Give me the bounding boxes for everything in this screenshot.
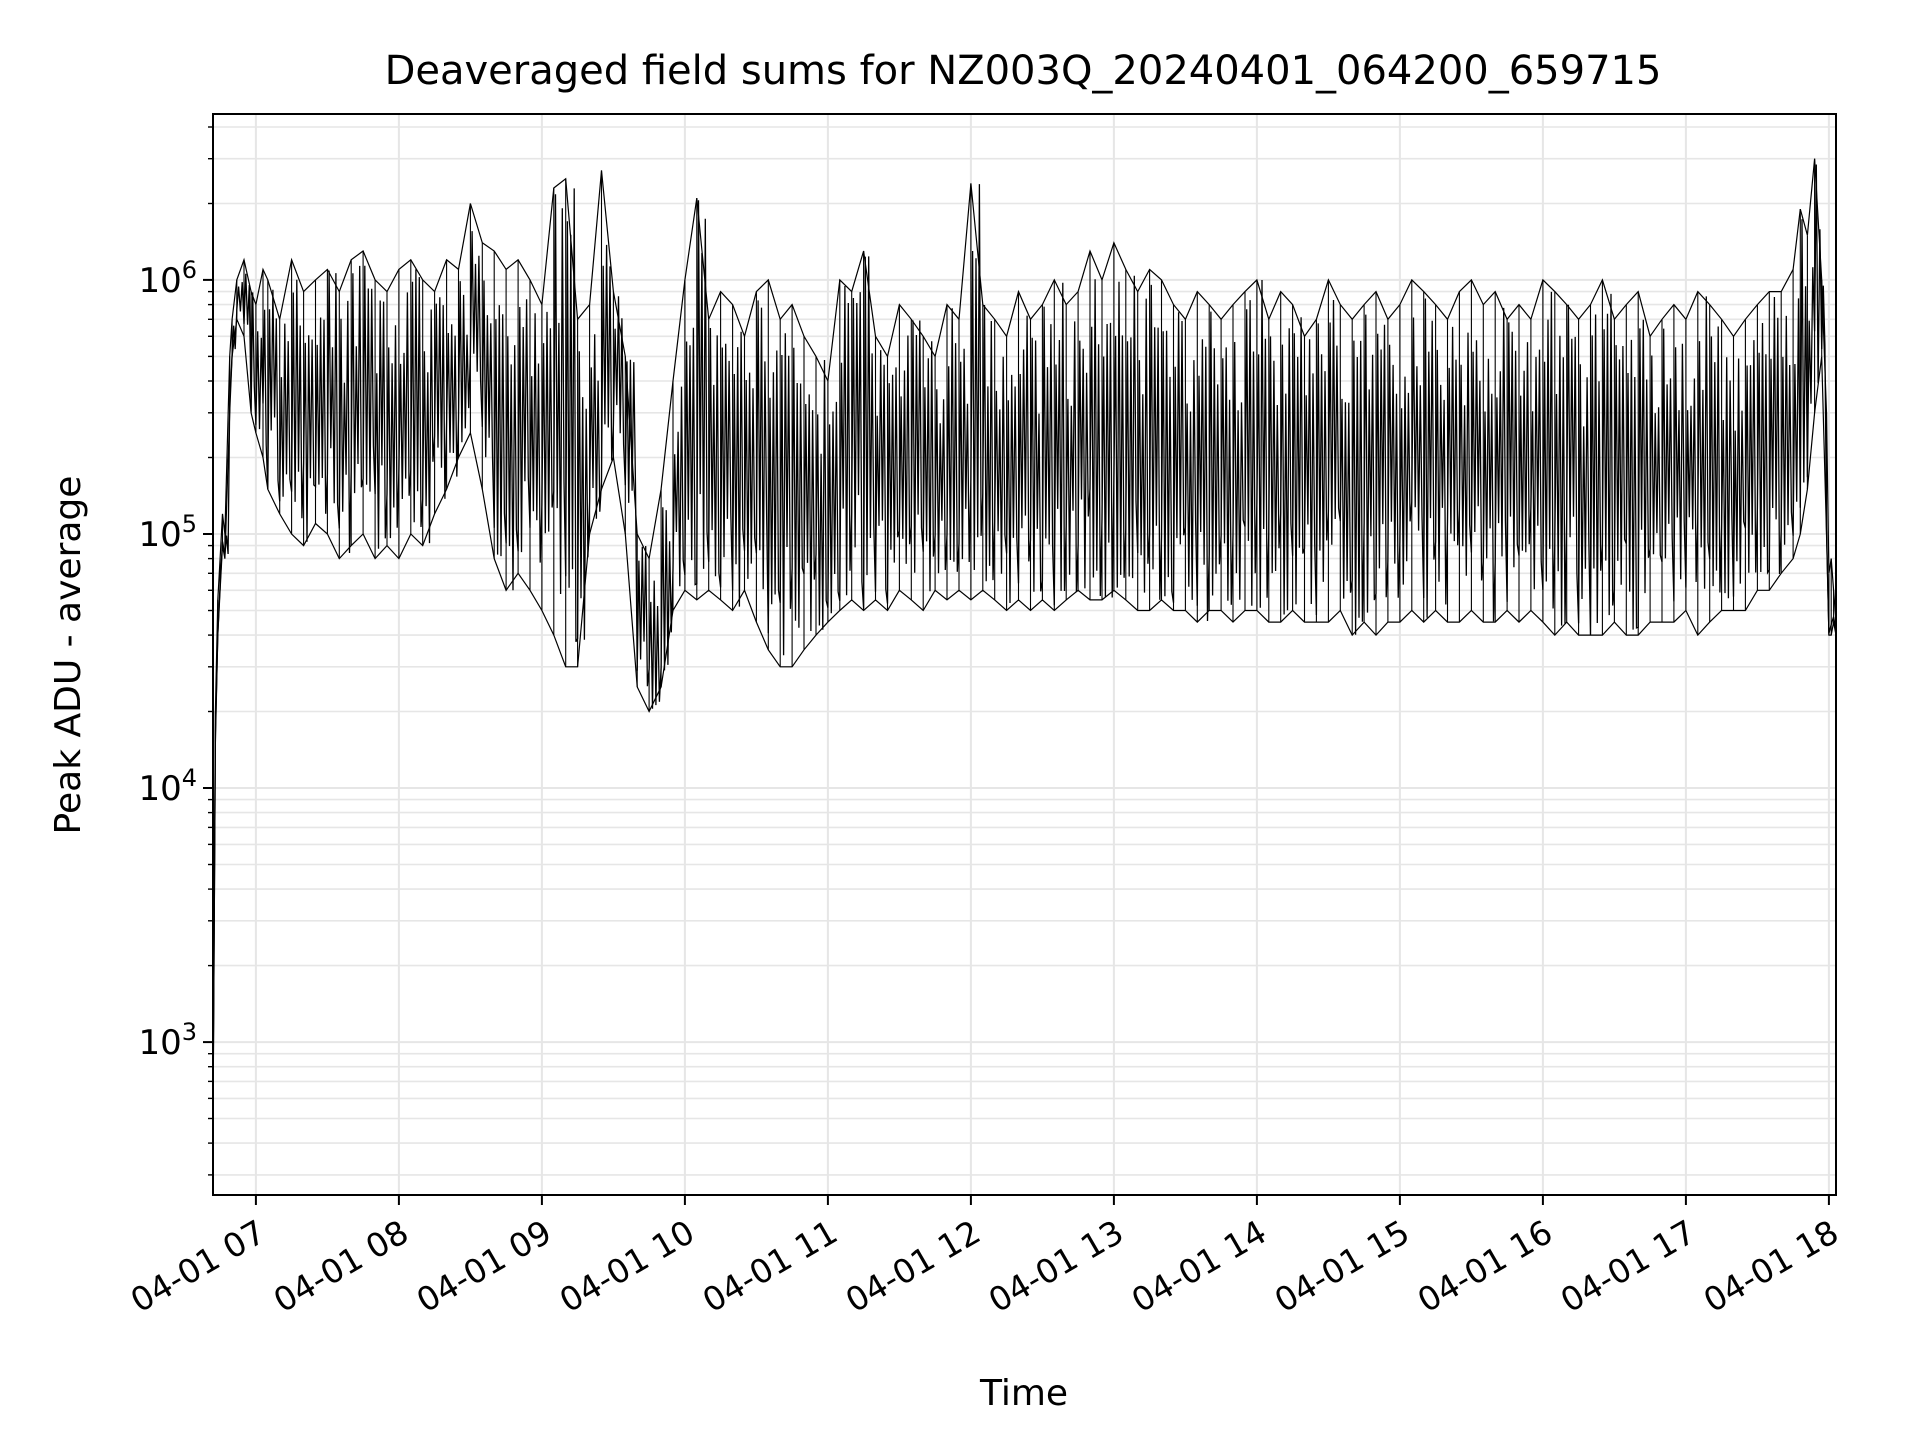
y-tick-label: 103	[138, 1018, 197, 1063]
y-tick-label: 105	[138, 510, 197, 555]
y-axis-label: Peak ADU - average	[48, 476, 89, 835]
y-tick-exponent: 3	[182, 1018, 197, 1046]
y-tick-base: 10	[138, 261, 181, 301]
y-tick-label: 104	[138, 764, 197, 809]
y-tick-exponent: 5	[182, 510, 197, 538]
y-tick-exponent: 4	[182, 764, 197, 792]
data-layer	[212, 158, 1837, 1119]
grid-layer	[213, 114, 1836, 1195]
y-tick-base: 10	[138, 515, 181, 555]
x-axis-label: Time	[979, 1373, 1068, 1414]
y-tick-base: 10	[138, 1023, 181, 1063]
y-tick-label: 106	[138, 256, 197, 301]
y-tick-exponent: 6	[182, 256, 197, 284]
y-tick-base: 10	[138, 769, 181, 809]
chart-title: Deaveraged field sums for NZ003Q_2024040…	[385, 48, 1662, 94]
plot-frame	[212, 113, 1837, 1196]
series-line	[212, 164, 1837, 1119]
